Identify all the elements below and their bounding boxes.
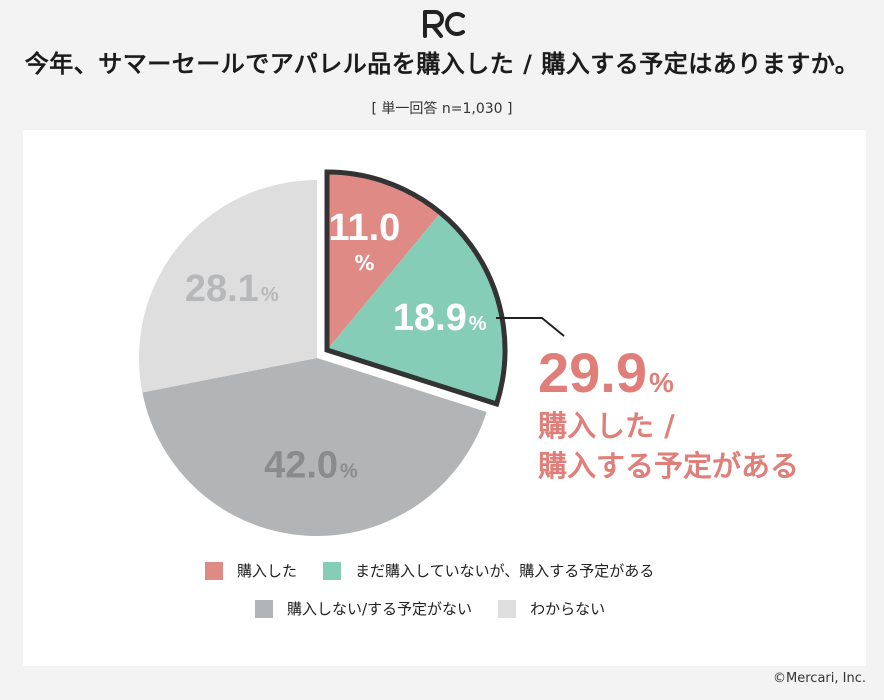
legend-row-2: 購入しない/する予定がない わからない: [255, 598, 631, 619]
slice-label-0: 11.0: [328, 207, 400, 249]
pie-chart: %11.0 18.9 % 42.0 % 28.1% 29.9% 購入した / 購入する予定…: [138, 169, 799, 536]
pie-slice-1: [327, 212, 505, 404]
pie-slices: [138, 172, 505, 536]
mercari-logo: [423, 10, 465, 38]
legend-label: まだ購入していないが、購入する予定がある: [355, 562, 655, 580]
highlight-value: 29.9%: [538, 341, 674, 404]
legend-item-unknown: わからない: [498, 598, 605, 619]
slice-label-3: 28.1%: [185, 268, 279, 310]
highlight-line2: 購入する予定がある: [538, 449, 799, 483]
legend-label: わからない: [530, 600, 606, 618]
legend-row-1: 購入した まだ購入していないが、購入する予定がある: [205, 560, 680, 581]
pie-slice-2: [142, 358, 487, 536]
legend-item-no: 購入しない/する予定がない: [255, 598, 472, 619]
legend-swatch: [255, 599, 273, 618]
legend-label: 購入しない/する予定がない: [287, 600, 473, 618]
highlight-line1: 購入した /: [538, 409, 675, 443]
exploded-slice-outline: [324, 169, 508, 408]
legend-item-planning: まだ購入していないが、購入する予定がある: [323, 560, 654, 581]
slice-label-2: 42.0%: [264, 445, 358, 487]
slice-label-1: 18.9%: [393, 297, 487, 339]
pie-slice-3: [138, 180, 317, 393]
page-title: 今年、サマーセールでアパレル品を購入した / 購入する予定はありますか。: [24, 50, 860, 78]
legend-item-purchased: 購入した: [205, 560, 297, 581]
callout-line: [496, 317, 565, 337]
pie-slice-0: [327, 172, 441, 350]
slice-label-unit-0: %: [354, 251, 374, 275]
legend-swatch: [498, 599, 517, 618]
chart-subtitle: [ 単一回答 n=1,030 ]: [371, 101, 513, 117]
legend-swatch: [323, 561, 342, 580]
slice-labels: %11.0 18.9 % 42.0 % 28.1%: [185, 207, 487, 486]
copyright: ©Mercari, Inc.: [773, 671, 866, 686]
legend-label: 購入した: [237, 562, 298, 580]
legend-swatch: [205, 561, 223, 580]
